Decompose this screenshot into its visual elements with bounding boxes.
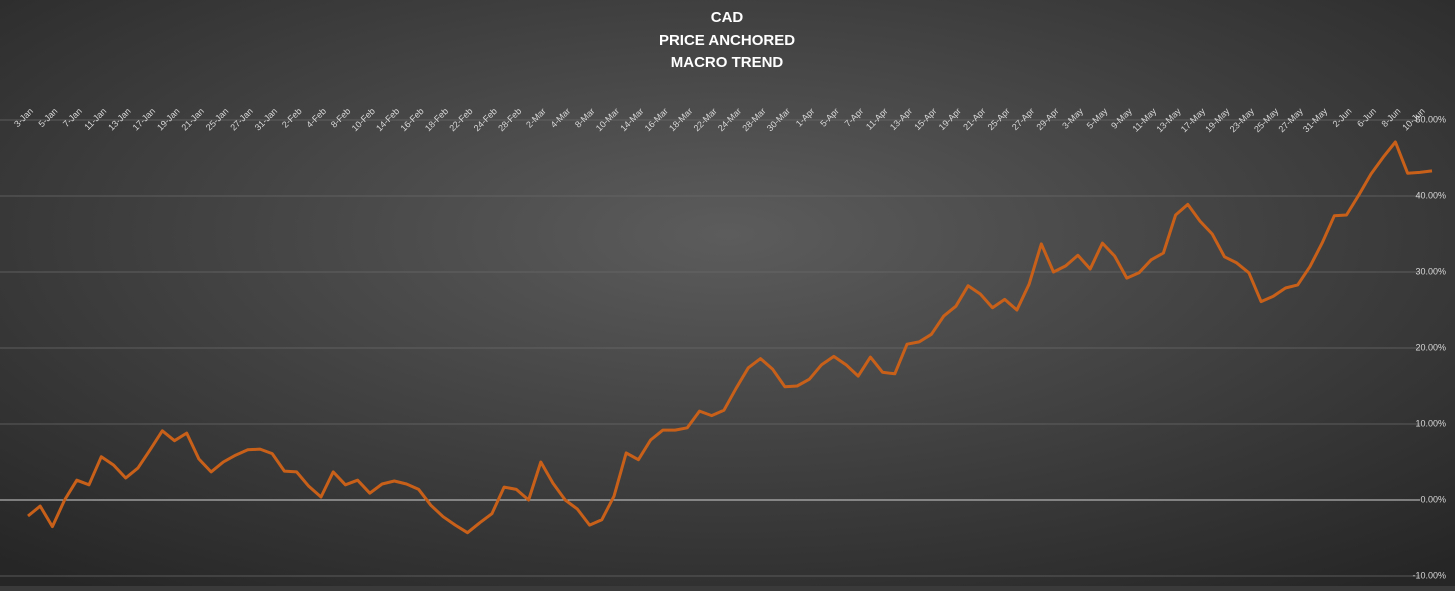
chart-title: CAD bbox=[711, 9, 744, 26]
y-tick-label: -10.00% bbox=[1412, 570, 1446, 580]
chart-title: MACRO TREND bbox=[671, 54, 784, 71]
y-tick-label: 10.00% bbox=[1415, 418, 1446, 428]
y-tick-label: 0.00% bbox=[1420, 494, 1446, 504]
data-line bbox=[27, 140, 1433, 535]
y-tick-label: 40.00% bbox=[1415, 190, 1446, 200]
y-tick-label: 50.00% bbox=[1415, 114, 1446, 124]
y-tick-label: 20.00% bbox=[1415, 342, 1446, 352]
y-tick-label: 30.00% bbox=[1415, 266, 1446, 276]
chart-title: PRICE ANCHORED bbox=[659, 32, 795, 49]
